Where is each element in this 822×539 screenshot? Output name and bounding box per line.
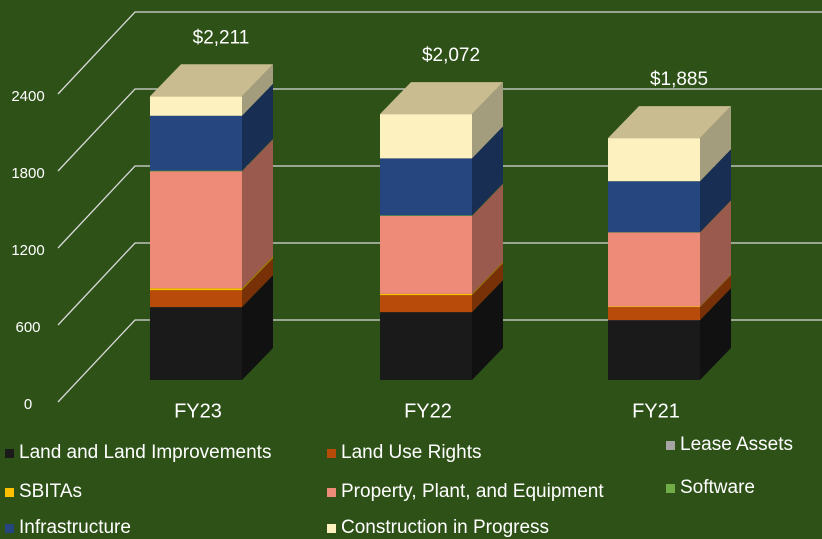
bar-segment <box>150 307 242 380</box>
bar-side <box>472 183 503 216</box>
x-tick-label: FY21 <box>632 400 680 422</box>
total-label: $1,885 <box>650 69 708 90</box>
bar-side <box>700 274 731 308</box>
legend-label: Software <box>680 477 755 498</box>
bar-side <box>700 275 731 321</box>
bar-segment <box>608 232 700 307</box>
bar-segment <box>608 307 700 321</box>
y-tick-label: 1800 <box>11 165 44 182</box>
y-tick-label: 2400 <box>11 88 44 105</box>
legend-swatch <box>5 449 14 458</box>
bar-side <box>242 64 273 116</box>
bar-side <box>472 126 503 216</box>
bar-side <box>242 139 273 289</box>
bar-side <box>472 263 503 313</box>
x-tick-label: FY23 <box>174 400 222 422</box>
bar-segment <box>380 293 472 296</box>
total-label: $2,211 <box>193 27 250 48</box>
bar-segment <box>380 295 472 313</box>
bar-segment <box>150 171 242 289</box>
legend-swatch <box>666 441 675 450</box>
bar-side <box>700 288 731 380</box>
bar-side <box>472 82 503 159</box>
bar-segment <box>380 215 472 216</box>
x-tick-label: FY22 <box>404 400 452 422</box>
grid-line <box>57 242 822 326</box>
legend-swatch <box>666 484 675 493</box>
bar-side <box>700 149 731 233</box>
bar-side <box>472 280 503 380</box>
bar-segment <box>608 320 700 380</box>
legend-label: Land Use Rights <box>341 442 481 463</box>
legend-label: Lease Assets <box>680 434 793 455</box>
bar-side <box>242 275 273 380</box>
y-tick-label: 1200 <box>11 242 44 259</box>
bar-top <box>608 106 731 139</box>
legend-swatch <box>327 488 336 497</box>
legend-label: Construction in Progress <box>341 517 549 538</box>
bar-segment <box>150 288 242 291</box>
total-label: $2,072 <box>422 45 480 66</box>
bar-side <box>700 200 731 233</box>
bar-side <box>700 200 731 307</box>
bar-segment <box>608 306 700 308</box>
bar-segment <box>380 215 472 294</box>
bar-segment <box>380 114 472 159</box>
bar-segment <box>150 96 242 116</box>
bar-segment <box>380 312 472 380</box>
legend-label: Property, Plant, and Equipment <box>341 481 604 502</box>
grid-line <box>57 319 822 403</box>
legend-swatch <box>327 449 336 458</box>
grid-line <box>57 11 822 95</box>
bar-side <box>242 256 273 291</box>
bar-segment <box>150 290 242 308</box>
legend-label: SBITAs <box>19 481 82 502</box>
grid-line <box>57 165 822 249</box>
bar-side <box>242 138 273 172</box>
bar-side <box>242 83 273 171</box>
bar-segment <box>380 158 472 216</box>
bar-segment <box>150 170 242 172</box>
legend-swatch <box>5 488 14 497</box>
bar-side <box>242 258 273 308</box>
bar-side <box>472 261 503 296</box>
bar-top <box>380 82 503 115</box>
bar-side <box>700 106 731 182</box>
y-tick-label: 600 <box>15 319 40 336</box>
y-tick-label: 0 <box>24 396 32 413</box>
legend-label: Land and Land Improvements <box>19 442 271 463</box>
bar-top <box>150 64 273 97</box>
legend-label: Infrastructure <box>19 517 131 538</box>
bar-segment <box>608 138 700 182</box>
bar-segment <box>150 115 242 171</box>
grid-line <box>57 88 822 172</box>
bar-side <box>472 183 503 294</box>
legend-swatch <box>5 524 14 533</box>
legend-swatch <box>327 524 336 533</box>
bar-segment <box>608 181 700 233</box>
